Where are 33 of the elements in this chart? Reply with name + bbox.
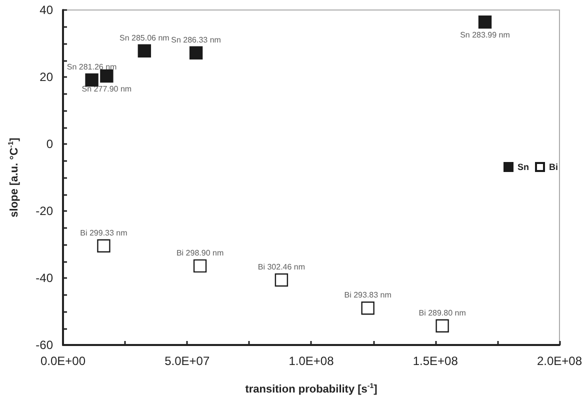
annotation: Sn 281.26 nm: [66, 62, 118, 72]
annotation: Bi 293.83 nm: [344, 290, 392, 300]
legend-label: Sn: [518, 162, 530, 172]
x-tick-label: 1.5E+08: [412, 354, 458, 368]
point: [138, 44, 152, 58]
point: [436, 319, 449, 333]
point: [97, 239, 110, 252]
annotation: Sn 277.90 nm: [82, 84, 132, 94]
y-tick-label: -60: [36, 338, 54, 352]
annotation: Bi 299.33 nm: [80, 228, 128, 238]
x-tick-label: 0.0E+00: [40, 354, 86, 368]
point: [361, 302, 374, 315]
x-tick-label: 2.0E+08: [536, 354, 582, 368]
point: [85, 73, 98, 87]
annotation: Bi 289.80 nm: [418, 308, 466, 318]
point: [274, 273, 288, 287]
point: [193, 259, 207, 273]
x-tick-label: 5.0E+07: [164, 354, 210, 368]
point: [100, 69, 114, 83]
y-tick-label: -40: [36, 271, 54, 285]
annotation: Sn 283.99 nm: [460, 30, 510, 40]
x-tick-label: 1.0E+08: [288, 354, 334, 368]
y-tick-label: 40: [40, 3, 54, 17]
y-tick-label: 20: [40, 70, 54, 84]
annotation: Bi 298.90 nm: [176, 248, 224, 258]
y-tick-label: -20: [36, 204, 54, 218]
legend-label: Bi: [549, 162, 558, 172]
y-tick-label: 0: [46, 137, 54, 151]
annotation: Sn 285.06 nm: [120, 33, 170, 42]
point: [189, 46, 203, 60]
point: [478, 15, 492, 29]
annotation: Sn 286.33 nm: [171, 35, 222, 44]
annotation: Bi 302.46 nm: [258, 262, 306, 272]
